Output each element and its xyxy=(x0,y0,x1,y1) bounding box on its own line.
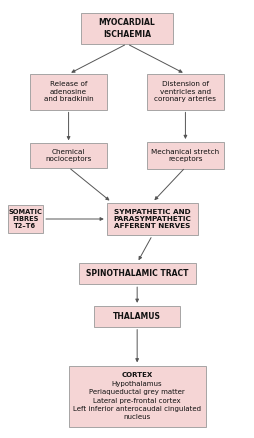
Text: Chemical
nocioceptors: Chemical nocioceptors xyxy=(45,149,92,162)
FancyBboxPatch shape xyxy=(107,202,198,236)
Text: MYOCARDIAL
ISCHAEMIA: MYOCARDIAL ISCHAEMIA xyxy=(99,18,155,39)
Text: Release of
adenosine
and bradkinin: Release of adenosine and bradkinin xyxy=(44,81,93,102)
Text: SPINOTHALAMIC TRACT: SPINOTHALAMIC TRACT xyxy=(86,269,188,278)
Text: Periaqueductal grey matter: Periaqueductal grey matter xyxy=(89,389,185,395)
Text: Left inferior anterocaudal cingulated: Left inferior anterocaudal cingulated xyxy=(73,406,201,412)
Text: SOMATIC
FIBRES
T2–T6: SOMATIC FIBRES T2–T6 xyxy=(8,208,42,230)
FancyBboxPatch shape xyxy=(94,306,180,327)
FancyBboxPatch shape xyxy=(81,13,173,44)
Text: Lateral pre-frontal cortex: Lateral pre-frontal cortex xyxy=(93,398,181,403)
FancyBboxPatch shape xyxy=(30,74,107,110)
FancyBboxPatch shape xyxy=(69,366,206,427)
Text: SYMPATHETIC AND
PARASYMPATHETIC
AFFERENT NERVES: SYMPATHETIC AND PARASYMPATHETIC AFFERENT… xyxy=(114,208,191,230)
FancyBboxPatch shape xyxy=(147,142,224,169)
Text: CORTEX: CORTEX xyxy=(121,372,153,378)
Text: Distension of
ventricles and
coronary arteries: Distension of ventricles and coronary ar… xyxy=(154,81,216,102)
FancyBboxPatch shape xyxy=(30,143,107,167)
FancyBboxPatch shape xyxy=(147,74,224,110)
FancyBboxPatch shape xyxy=(79,263,196,284)
FancyBboxPatch shape xyxy=(8,205,43,233)
Text: Hypothalamus: Hypothalamus xyxy=(112,381,163,387)
Text: nucleus: nucleus xyxy=(123,414,151,420)
Text: THALAMUS: THALAMUS xyxy=(113,312,161,321)
Text: Mechanical stretch
receptors: Mechanical stretch receptors xyxy=(151,149,219,162)
